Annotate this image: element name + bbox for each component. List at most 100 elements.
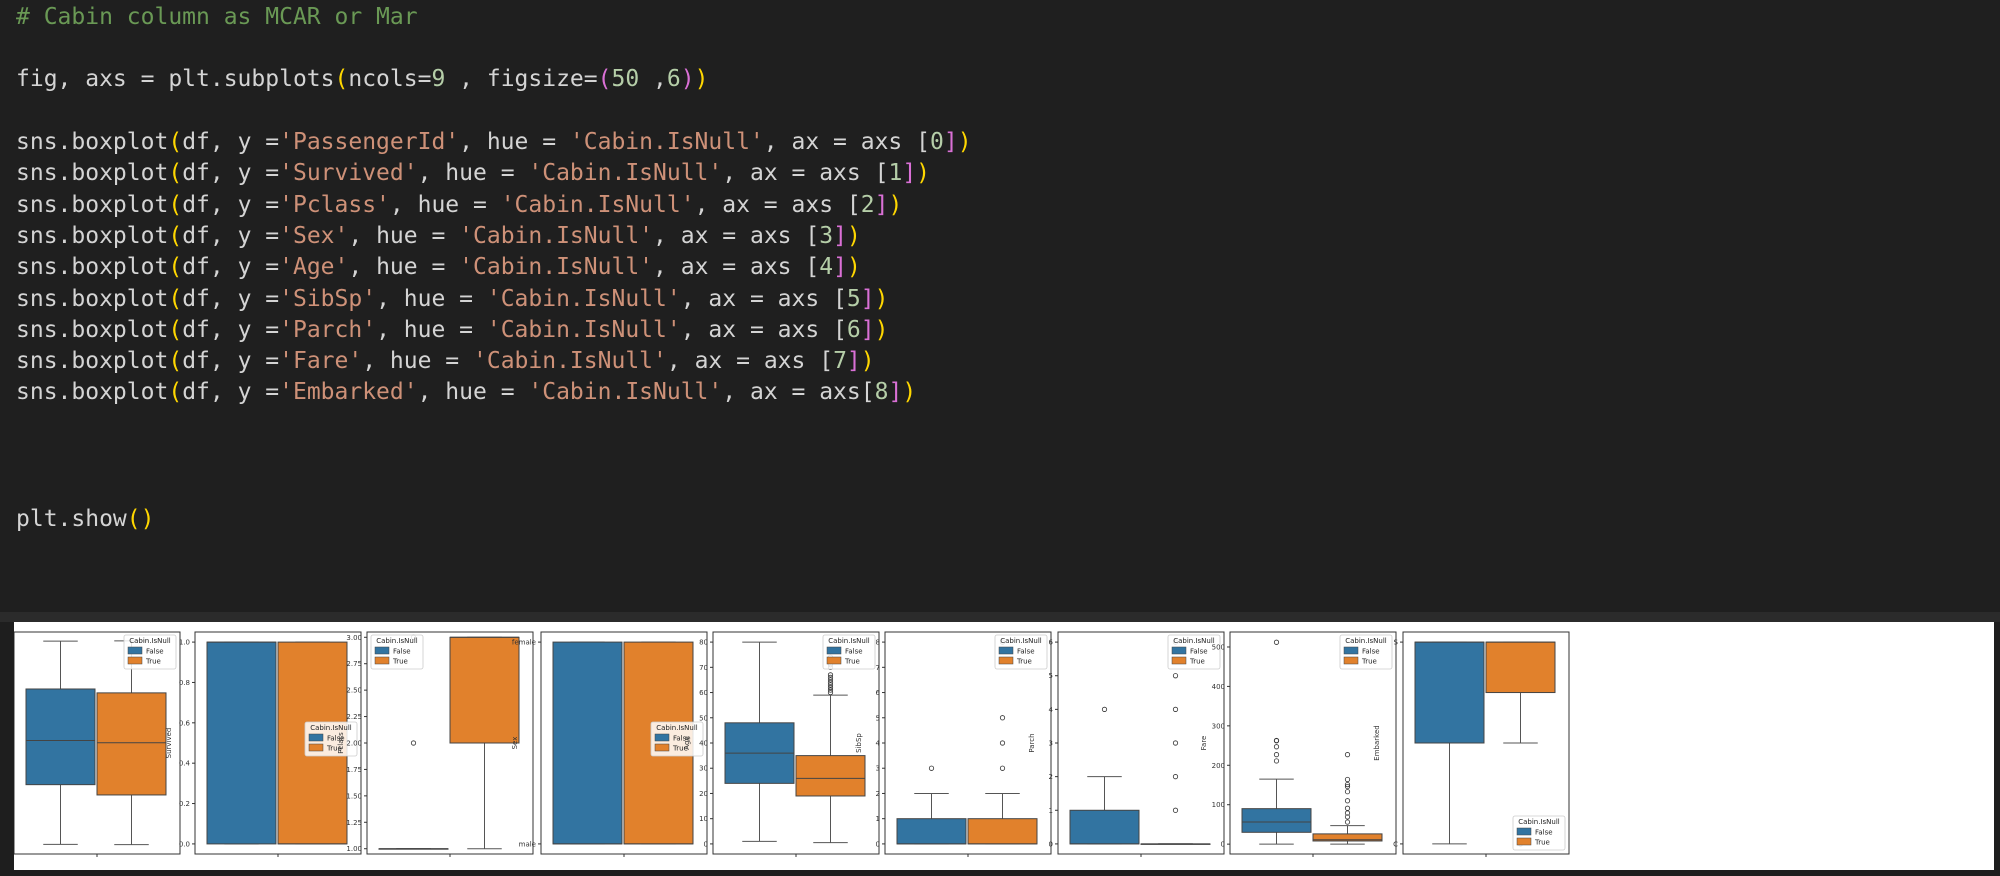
boxplot-figure: 0200400600800PassengerIdCabin.IsNullFals… — [14, 631, 1570, 857]
legend: Cabin.IsNull False True — [370, 634, 424, 670]
y-axis-label: Sex — [511, 737, 519, 750]
legend-entry: True — [672, 745, 688, 753]
box-true — [1485, 641, 1556, 847]
legend-swatch — [1171, 656, 1187, 665]
boxplot-code-line: sns.boxplot(df, y ='Sex', hue = 'Cabin.I… — [16, 222, 861, 249]
subplot-passengerid: 0200400600800PassengerIdCabin.IsNullFals… — [14, 631, 181, 857]
subplot-parch: 0 1 2 3 4 5 6 Parch Cabin.IsNull False True — [1028, 631, 1225, 857]
box-true — [795, 654, 866, 844]
outlier-point — [1172, 706, 1179, 712]
outlier-point — [999, 765, 1006, 771]
legend-swatch — [308, 733, 324, 742]
box-false — [1069, 706, 1140, 845]
outlier-point — [1344, 819, 1351, 825]
show-line: plt.show() — [16, 506, 155, 532]
legend-swatch — [826, 656, 842, 665]
legend-entry: True — [844, 658, 860, 666]
subplot-pclass: 1.00 1.25 1.50 1.75 2.00 2.25 2.50 2.75 3.00 Pcla… — [337, 631, 534, 857]
box-true — [96, 640, 167, 846]
legend: Cabin.IsNull False True — [1339, 634, 1393, 670]
legend: Cabin.IsNull False True — [1167, 634, 1221, 670]
outlier-point — [1344, 776, 1351, 783]
legend-title: Cabin.IsNull — [376, 637, 418, 645]
outlier-point — [1172, 774, 1179, 780]
legend-entry: True — [145, 658, 161, 666]
box-false — [896, 765, 967, 845]
boxplot-code-line: sns.boxplot(df, y ='Survived', hue = 'Ca… — [16, 160, 931, 187]
legend-title: Cabin.IsNull — [1000, 637, 1042, 645]
y-tick-label: 1.50 — [346, 792, 362, 800]
box-true — [449, 636, 520, 850]
legend-title: Cabin.IsNull — [1173, 637, 1215, 645]
outlier-point — [999, 740, 1006, 746]
box-false — [206, 641, 277, 845]
subplots-line: fig, axs = plt.subplots(ncols=9 , figsiz… — [16, 66, 709, 92]
y-tick-label: 7 — [876, 664, 880, 672]
y-tick-label: 40 — [699, 740, 708, 748]
legend-swatch — [826, 646, 842, 655]
y-tick-label: 5 — [1049, 672, 1053, 680]
outlier-point — [827, 684, 834, 691]
outlier-point — [1344, 782, 1351, 788]
y-tick-label: 3.00 — [346, 634, 362, 642]
outlier-point — [827, 689, 834, 696]
box-body — [795, 755, 866, 797]
legend-entry: False — [1362, 648, 1380, 656]
boxplot-code-line: sns.boxplot(df, y ='Age', hue = 'Cabin.I… — [16, 254, 861, 281]
y-tick-label: 3 — [876, 765, 880, 773]
y-tick-label: 30 — [699, 765, 708, 773]
legend-entry: True — [1361, 658, 1377, 666]
y-tick-label: C — [1393, 840, 1398, 848]
legend-entry: False — [673, 735, 691, 743]
box-false — [25, 640, 96, 845]
box-body — [1069, 809, 1140, 845]
boxplot-code-line: sns.boxplot(df, y ='SibSp', hue = 'Cabin… — [16, 285, 889, 312]
y-tick-label: 0 — [704, 840, 708, 848]
outlier-point — [1273, 737, 1280, 744]
outlier-point — [1344, 783, 1351, 790]
legend-swatch — [127, 646, 143, 655]
y-tick-label: male — [519, 840, 536, 848]
boxplot-code-line: sns.boxplot(df, y ='PassengerId', hue = … — [16, 129, 972, 155]
y-axis-label: SibSp — [855, 733, 863, 753]
y-tick-label: 6 — [876, 689, 881, 697]
y-tick-label: 500 — [1212, 643, 1225, 651]
outlier-point — [1172, 740, 1179, 746]
outlier-point — [410, 740, 417, 746]
legend-swatch — [998, 656, 1014, 665]
legend: Cabin.IsNull False True — [650, 721, 704, 757]
subplot-fare: 0 100 200 300 400 500 Fare Cabin.IsNull False Tru… — [1200, 631, 1397, 857]
y-tick-label: 0.2 — [179, 800, 190, 808]
legend-entry: False — [845, 648, 863, 656]
y-tick-label: 6 — [1049, 639, 1054, 647]
y-tick-label: 0.0 — [179, 840, 190, 848]
legend-title: Cabin.IsNull — [828, 637, 870, 645]
y-axis-label: Embarked — [1373, 725, 1381, 760]
legend-entry: False — [1190, 648, 1208, 656]
y-tick-label: 300 — [1212, 722, 1225, 730]
y-tick-label: 4 — [1049, 706, 1054, 714]
y-tick-label: S — [1394, 639, 1399, 647]
legend-swatch — [1343, 646, 1359, 655]
legend-swatch — [127, 656, 143, 665]
outlier-point — [1101, 706, 1108, 712]
y-tick-label: 70 — [699, 664, 708, 672]
y-tick-label: 4 — [876, 740, 881, 748]
box-false — [552, 641, 623, 845]
outlier-point — [1344, 805, 1351, 811]
y-tick-label: 60 — [699, 689, 708, 697]
legend-swatch — [1516, 827, 1532, 836]
legend-swatch — [1516, 837, 1532, 846]
outlier-point — [1273, 744, 1280, 750]
box-body — [1241, 808, 1312, 833]
y-tick-label: 0.6 — [179, 719, 191, 727]
box-body — [449, 636, 520, 744]
code-cell[interactable]: # Cabin column as MCAR or Mar fig, axs =… — [0, 0, 2000, 612]
box-body — [25, 688, 96, 786]
y-tick-label: 2.75 — [346, 660, 362, 668]
box-body — [206, 641, 277, 845]
legend-title: Cabin.IsNull — [129, 637, 171, 645]
legend-swatch — [654, 743, 670, 752]
box-body — [1485, 641, 1556, 694]
legend-entry: False — [327, 735, 345, 743]
